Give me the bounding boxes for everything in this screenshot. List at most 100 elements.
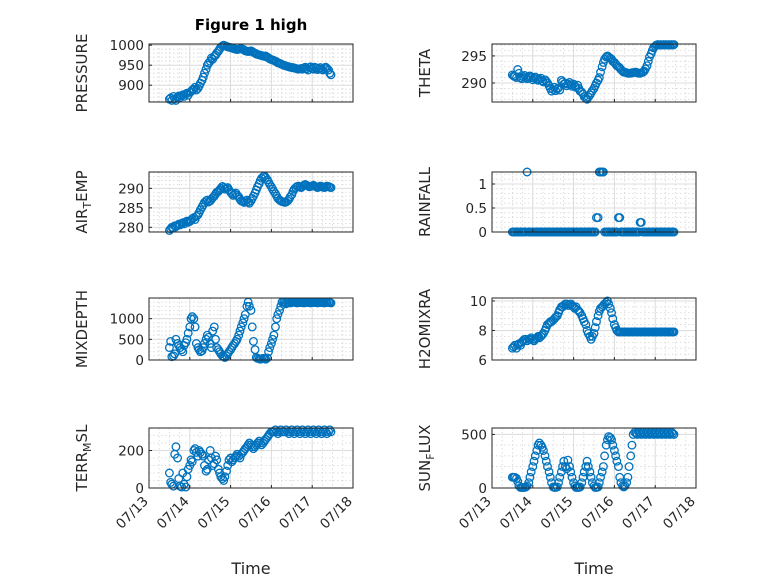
data-point bbox=[650, 41, 660, 51]
x-tick-label: 07/15 bbox=[195, 494, 234, 533]
data-point bbox=[189, 446, 199, 455]
data-point bbox=[528, 75, 538, 85]
y-tick-label: 1000 bbox=[110, 38, 144, 54]
data-point bbox=[177, 482, 187, 492]
data-point bbox=[217, 474, 227, 484]
data-point bbox=[538, 446, 548, 455]
data-point bbox=[521, 334, 531, 344]
data-point bbox=[169, 481, 178, 491]
data-point bbox=[178, 347, 188, 357]
data-point bbox=[579, 92, 589, 102]
data-point bbox=[257, 173, 267, 183]
data-point bbox=[565, 462, 574, 472]
data-point bbox=[200, 68, 209, 78]
data-point bbox=[187, 457, 197, 467]
subplot-theta: 290 295 THETA bbox=[416, 40, 697, 104]
data-point bbox=[573, 305, 583, 315]
data-point bbox=[186, 314, 196, 324]
axes-frame bbox=[148, 427, 354, 489]
data-point bbox=[234, 330, 244, 340]
y-tick-label: 8 bbox=[478, 323, 487, 339]
data-point bbox=[669, 40, 679, 49]
data-point bbox=[601, 52, 611, 62]
data-point bbox=[591, 317, 601, 327]
y-tick-label: 0 bbox=[135, 481, 144, 497]
y-tick-label: 200 bbox=[118, 444, 144, 460]
data-point bbox=[537, 330, 547, 340]
y-axis-label: PRESSURE bbox=[73, 34, 91, 113]
data-point bbox=[574, 306, 584, 316]
data-point bbox=[612, 456, 622, 466]
x-tick-label: 07/15 bbox=[538, 494, 577, 533]
data-point bbox=[563, 455, 573, 465]
data-point bbox=[208, 326, 218, 336]
x-axis-label-right: Time bbox=[573, 559, 613, 578]
axes-background bbox=[491, 171, 697, 233]
y-axis-label: MIXDEPTH bbox=[73, 290, 91, 368]
data-point bbox=[596, 67, 605, 77]
x-tick-label: 07/16 bbox=[235, 494, 274, 533]
data-point bbox=[600, 299, 610, 309]
data-point bbox=[555, 85, 565, 95]
axes-frame bbox=[491, 43, 697, 103]
data-point bbox=[244, 301, 254, 311]
data-point bbox=[170, 349, 180, 359]
data-point bbox=[212, 455, 222, 465]
data-point bbox=[269, 187, 279, 196]
data-point bbox=[265, 343, 275, 353]
data-point bbox=[211, 451, 220, 461]
data-point bbox=[615, 213, 625, 223]
data-point bbox=[555, 472, 565, 482]
data-point bbox=[179, 219, 189, 229]
data-point bbox=[189, 314, 199, 324]
data-point bbox=[596, 472, 605, 482]
data-point bbox=[261, 354, 271, 364]
y-tick-label: 285 bbox=[118, 201, 144, 217]
data-point bbox=[326, 70, 336, 80]
data-point bbox=[513, 65, 523, 74]
data-point bbox=[604, 299, 614, 309]
data-point bbox=[271, 322, 280, 332]
axes-frame bbox=[148, 297, 354, 361]
y-tick-label: 280 bbox=[118, 220, 144, 236]
data-point bbox=[244, 198, 254, 208]
data-point bbox=[268, 334, 278, 344]
data-point bbox=[171, 442, 181, 452]
data-point bbox=[598, 462, 608, 472]
data-point bbox=[600, 451, 610, 461]
data-point bbox=[669, 327, 679, 337]
data-point bbox=[607, 435, 616, 445]
data-point bbox=[318, 65, 328, 75]
data-point bbox=[272, 314, 282, 324]
data-point bbox=[669, 429, 679, 439]
data-point bbox=[567, 472, 577, 482]
data-point bbox=[291, 183, 301, 193]
subplot-air: 280 285 290 AIRTEMP bbox=[73, 170, 354, 236]
y-tick-label: 6 bbox=[478, 353, 487, 369]
x-tick-label: 07/14 bbox=[154, 494, 193, 533]
data-point bbox=[524, 478, 534, 488]
x-tick-label: 07/16 bbox=[578, 494, 617, 533]
data-point bbox=[235, 326, 245, 336]
data-point bbox=[627, 440, 637, 450]
data-point bbox=[577, 478, 587, 488]
data-point bbox=[325, 425, 335, 435]
data-point bbox=[173, 453, 183, 463]
data-point bbox=[607, 308, 616, 318]
data-point bbox=[528, 462, 538, 472]
data-point bbox=[319, 63, 329, 73]
data-point bbox=[567, 300, 577, 310]
data-point bbox=[325, 68, 335, 78]
data-point bbox=[540, 451, 550, 461]
y-tick-label: 0 bbox=[478, 225, 487, 241]
data-point bbox=[581, 320, 591, 330]
data-point bbox=[164, 343, 174, 353]
axes-frame bbox=[491, 297, 697, 361]
y-axis-label: AIRTEMP bbox=[73, 170, 94, 233]
y-axis-label: THETA bbox=[416, 48, 434, 98]
subplot-pressure: 900 950 1000 PRESSURE bbox=[73, 34, 354, 113]
data-point bbox=[525, 472, 535, 482]
data-point bbox=[275, 305, 285, 315]
data-point bbox=[209, 322, 219, 332]
data-point bbox=[239, 314, 249, 324]
